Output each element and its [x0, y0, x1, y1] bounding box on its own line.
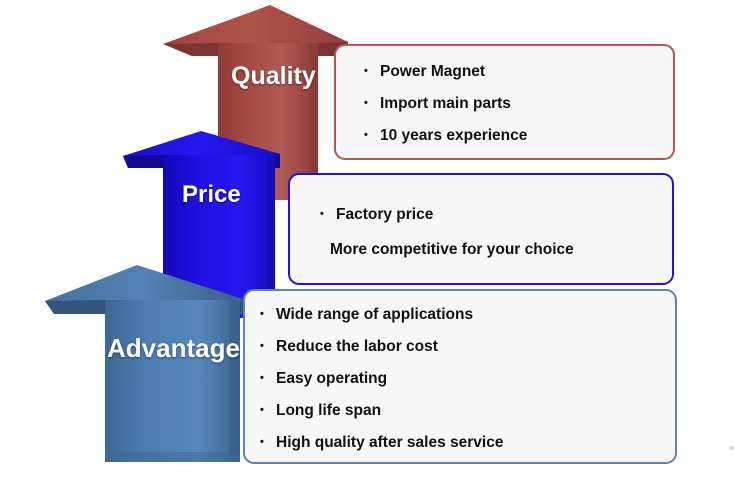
list-item: Factory price [320, 205, 672, 224]
list-item: Long life span [260, 401, 675, 420]
list-item: Wide range of applications [260, 305, 675, 324]
arrow-label-quality: Quality [231, 62, 316, 90]
panel-quality: Power Magnet Import main parts 10 years … [334, 44, 675, 160]
list-item: Reduce the labor cost [260, 337, 675, 356]
panel-price: Factory price More competitive for your … [288, 173, 674, 285]
arrow-price [123, 131, 280, 318]
list-item: Power Magnet [364, 62, 673, 81]
list-item: 10 years experience [364, 126, 673, 145]
arrow-label-advantage: Advantage [107, 333, 240, 363]
list-item: Import main parts [364, 94, 673, 113]
list-item: More competitive for your choice [330, 241, 574, 258]
bullet-list-quality: Power Magnet Import main parts 10 years … [364, 62, 673, 145]
bullet-list-price: Factory price More competitive for your … [320, 205, 672, 259]
list-item: Easy operating [260, 369, 675, 388]
panel-advantage: Wide range of applications Reduce the la… [243, 289, 677, 464]
stray-pixel-artifact [729, 446, 734, 450]
arrow-advantage [45, 265, 243, 462]
bullet-list-advantage: Wide range of applications Reduce the la… [260, 305, 675, 452]
arrow-label-price: Price [182, 181, 241, 208]
list-item: High quality after sales service [260, 433, 675, 452]
